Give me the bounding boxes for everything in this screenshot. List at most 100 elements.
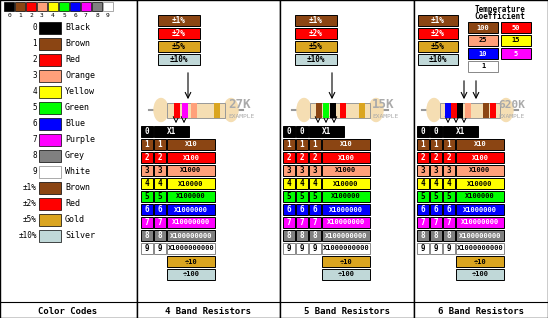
Text: X100: X100	[182, 155, 199, 161]
Bar	[141, 243, 153, 254]
Text: ±2%: ±2%	[309, 29, 323, 38]
Bar	[296, 165, 308, 176]
Bar	[430, 243, 442, 254]
Text: Silver: Silver	[65, 232, 95, 240]
Text: ±10%: ±10%	[429, 55, 447, 64]
Bar	[309, 139, 321, 150]
Bar	[322, 217, 370, 228]
Text: Red: Red	[65, 56, 80, 65]
Bar	[457, 102, 463, 117]
Text: X10000000: X10000000	[327, 219, 365, 225]
Text: 9: 9	[447, 244, 452, 253]
Bar	[141, 126, 153, 137]
Bar	[103, 2, 113, 11]
Bar	[39, 134, 61, 146]
Text: 25: 25	[479, 38, 487, 44]
Bar	[309, 191, 321, 202]
Text: 5: 5	[145, 192, 149, 201]
Text: ±1%: ±1%	[309, 16, 323, 25]
Bar	[443, 204, 455, 215]
Text: X10000: X10000	[467, 181, 493, 186]
Bar	[296, 217, 308, 228]
Text: 9: 9	[313, 244, 317, 253]
Bar	[39, 54, 61, 66]
Text: Red: Red	[65, 199, 80, 209]
Text: 7: 7	[32, 135, 37, 144]
Bar	[417, 217, 429, 228]
Text: 7: 7	[287, 218, 292, 227]
Text: 4 Band Resistors: 4 Band Resistors	[165, 308, 251, 316]
Text: X1000000: X1000000	[329, 206, 363, 212]
Text: 7: 7	[158, 218, 162, 227]
Text: X10000000: X10000000	[172, 219, 210, 225]
Bar	[141, 217, 153, 228]
Bar	[468, 48, 498, 59]
Text: X1000: X1000	[335, 168, 357, 174]
Text: ±5%: ±5%	[172, 42, 186, 51]
Bar	[456, 165, 504, 176]
Bar	[443, 139, 455, 150]
Bar	[141, 165, 153, 176]
Text: Yellow: Yellow	[65, 87, 95, 96]
Bar	[443, 165, 455, 176]
Bar	[154, 126, 189, 137]
Bar	[430, 217, 442, 228]
Text: 6: 6	[145, 205, 149, 214]
Text: 5: 5	[62, 13, 66, 18]
Bar	[283, 230, 295, 241]
Text: 1: 1	[145, 140, 149, 149]
Text: 6: 6	[73, 13, 77, 18]
Text: 0: 0	[300, 127, 304, 136]
Text: X10: X10	[185, 142, 197, 148]
Text: X1000000000: X1000000000	[456, 245, 504, 252]
Text: ±10%: ±10%	[170, 55, 189, 64]
Bar	[456, 139, 504, 150]
Text: ÷100: ÷100	[182, 272, 199, 278]
Bar	[296, 178, 308, 189]
Text: ±5%: ±5%	[23, 216, 37, 225]
Bar	[309, 217, 321, 228]
Text: 4: 4	[421, 179, 425, 188]
Bar	[417, 191, 429, 202]
Bar	[39, 166, 61, 178]
Text: 2: 2	[145, 153, 149, 162]
Text: 4: 4	[32, 87, 37, 96]
Text: 2: 2	[287, 153, 292, 162]
Bar	[322, 191, 370, 202]
Bar	[456, 269, 504, 280]
Bar	[443, 178, 455, 189]
Bar	[340, 102, 346, 117]
Bar	[39, 102, 61, 114]
Bar	[456, 178, 504, 189]
Bar	[39, 150, 61, 162]
Text: 4: 4	[145, 179, 149, 188]
Bar	[501, 22, 531, 33]
Text: 5: 5	[158, 192, 162, 201]
Text: 4: 4	[158, 179, 162, 188]
Bar	[468, 35, 498, 46]
Bar	[456, 152, 504, 163]
Bar	[430, 230, 442, 241]
Text: 0: 0	[287, 127, 292, 136]
Text: 100: 100	[477, 24, 489, 31]
Bar	[295, 41, 337, 52]
Bar	[414, 0, 548, 318]
Bar	[316, 102, 322, 117]
Text: 7: 7	[84, 13, 88, 18]
Bar	[295, 15, 337, 26]
Text: 6 Band Resistors: 6 Band Resistors	[438, 308, 524, 316]
Text: 1: 1	[18, 13, 22, 18]
Text: 8: 8	[313, 231, 317, 240]
Text: 8: 8	[32, 151, 37, 161]
Text: ÷100: ÷100	[338, 272, 355, 278]
Text: X1000000000: X1000000000	[168, 245, 214, 252]
Bar	[167, 217, 215, 228]
Bar	[39, 38, 61, 50]
Bar	[456, 204, 504, 215]
Bar	[417, 165, 429, 176]
Bar	[322, 256, 370, 267]
Bar	[154, 243, 166, 254]
Text: 2: 2	[421, 153, 425, 162]
Text: 6: 6	[433, 205, 438, 214]
Text: 4: 4	[433, 179, 438, 188]
